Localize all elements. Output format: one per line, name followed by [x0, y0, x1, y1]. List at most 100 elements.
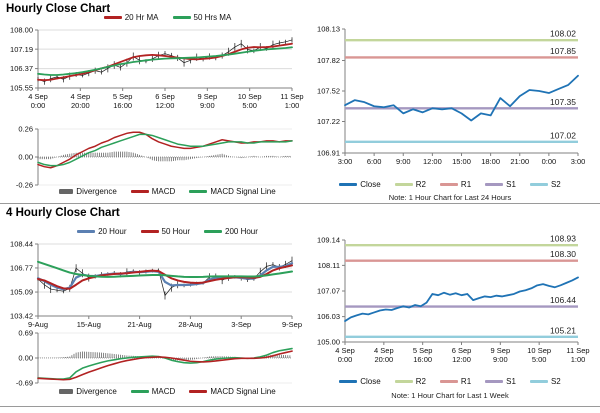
- svg-text:109.14: 109.14: [317, 236, 340, 245]
- week-pivot-note: Note: 1 Hour Chart for Last 1 Week: [391, 391, 509, 400]
- svg-text:6:00: 6:00: [367, 157, 382, 166]
- week-pivot-legend: Close R2 R1 S1 S2: [310, 377, 590, 386]
- svg-text:106.37: 106.37: [10, 64, 33, 73]
- svg-text:107.85: 107.85: [550, 46, 576, 56]
- four-hourly-close-chart: 103.42 105.09 106.77 108.44 9-Aug 15-Aug 21-Au…: [10, 240, 302, 329]
- line-swatch-icon: [439, 183, 458, 186]
- legend-item-close: Close: [339, 377, 381, 386]
- line-swatch-icon: [394, 183, 413, 186]
- legend-label: Divergence: [76, 187, 117, 196]
- svg-text:108.11: 108.11: [318, 261, 340, 270]
- svg-text:4 Sep: 4 Sep: [335, 346, 355, 355]
- line-swatch-icon: [103, 16, 122, 19]
- line-swatch-icon: [130, 390, 149, 393]
- svg-text:21:00: 21:00: [510, 157, 529, 166]
- svg-text:5:00: 5:00: [242, 101, 257, 110]
- svg-text:1:00: 1:00: [285, 101, 300, 110]
- svg-text:105.09: 105.09: [10, 288, 33, 297]
- hourly-macd-legend: Divergence MACD MACD Signal Line: [40, 187, 295, 196]
- svg-text:0:00: 0:00: [31, 101, 46, 110]
- line-swatch-icon: [204, 230, 222, 233]
- line-swatch-icon: [189, 390, 208, 393]
- legend-label: MACD: [151, 187, 176, 196]
- legend-item-50-hrs-ma: 50 Hrs MA: [172, 13, 231, 22]
- legend-item-divergence: Divergence: [59, 387, 117, 396]
- legend-item-close: Close: [339, 180, 381, 189]
- legend-item-macd-signal-line: MACD Signal Line: [189, 187, 276, 196]
- line-swatch-icon: [189, 190, 208, 193]
- legend-label: R1: [460, 180, 472, 189]
- hourly-close-legend: 20 Hr MA 50 Hrs MA: [40, 13, 295, 22]
- svg-text:0:00: 0:00: [542, 157, 557, 166]
- svg-text:12:00: 12:00: [423, 157, 442, 166]
- svg-text:3:00: 3:00: [571, 157, 586, 166]
- day-pivot-legend: Close R2 R1 S1 S2: [310, 180, 590, 189]
- legend-label: S1: [506, 377, 516, 386]
- svg-text:105.55: 105.55: [10, 84, 33, 93]
- day-pivot-note: Note: 1 Hour Chart for Last 24 Hours: [388, 193, 512, 202]
- svg-text:3:00: 3:00: [338, 157, 353, 166]
- four-hourly-macd-legend: Divergence MACD MACD Signal Line: [40, 387, 295, 396]
- svg-text:5 Sep: 5 Sep: [113, 92, 133, 101]
- svg-text:107.19: 107.19: [10, 45, 33, 54]
- svg-text:107.07: 107.07: [317, 287, 340, 296]
- line-swatch-icon: [394, 380, 413, 383]
- svg-text:-0.69: -0.69: [16, 379, 33, 388]
- legend-item-50-hour: 50 Hour: [140, 227, 190, 236]
- legend-label: R1: [460, 377, 472, 386]
- line-swatch-icon: [485, 183, 504, 186]
- line-swatch-icon: [485, 380, 504, 383]
- line-swatch-icon: [439, 380, 458, 383]
- svg-text:108.13: 108.13: [317, 25, 340, 34]
- svg-text:108.02: 108.02: [550, 29, 576, 39]
- legend-item-s2: S2: [529, 180, 561, 189]
- legend-item-20-hour: 20 Hour: [77, 227, 127, 236]
- svg-text:107.02: 107.02: [550, 130, 576, 140]
- svg-text:18:00: 18:00: [481, 157, 500, 166]
- svg-text:5:00: 5:00: [532, 355, 547, 364]
- svg-text:1:00: 1:00: [571, 355, 586, 364]
- legend-label: Divergence: [76, 387, 117, 396]
- svg-text:9:00: 9:00: [200, 101, 215, 110]
- legend-item-s2: S2: [529, 377, 561, 386]
- svg-text:0.26: 0.26: [18, 125, 33, 134]
- legend-item-20-hr-ma: 20 Hr MA: [103, 13, 159, 22]
- svg-text:6 Sep: 6 Sep: [155, 92, 175, 101]
- svg-text:16:00: 16:00: [413, 355, 432, 364]
- four-hourly-chart-title: 4 Hourly Close Chart: [6, 207, 120, 219]
- svg-text:28-Aug: 28-Aug: [178, 320, 202, 329]
- svg-text:4 Sep: 4 Sep: [71, 92, 91, 101]
- bar-swatch-icon: [59, 189, 74, 194]
- svg-text:9-Aug: 9-Aug: [28, 320, 48, 329]
- svg-text:0.69: 0.69: [18, 329, 33, 338]
- four-hourly-close-legend: 20 Hour 50 Hour 200 Hour: [40, 227, 295, 236]
- day-pivot-chart: 106.91 107.22 107.52 107.82 108.13 3:00 6:00 9:…: [317, 25, 586, 166]
- line-swatch-icon: [339, 183, 358, 186]
- legend-label: MACD Signal Line: [210, 387, 276, 396]
- svg-text:108.44: 108.44: [10, 240, 33, 249]
- svg-text:103.42: 103.42: [10, 312, 33, 321]
- svg-text:12:00: 12:00: [156, 101, 175, 110]
- svg-text:12:00: 12:00: [452, 355, 471, 364]
- legend-label: 20 Hr MA: [124, 13, 159, 22]
- legend-item-s1: S1: [485, 377, 516, 386]
- svg-text:106.44: 106.44: [550, 295, 576, 305]
- svg-text:9:00: 9:00: [396, 157, 411, 166]
- svg-text:15:00: 15:00: [452, 157, 471, 166]
- svg-text:108.00: 108.00: [10, 26, 33, 35]
- svg-text:10 Sep: 10 Sep: [527, 346, 551, 355]
- legend-label: Close: [360, 377, 381, 386]
- legend-item-macd: MACD: [130, 387, 175, 396]
- legend-label: S2: [550, 377, 561, 386]
- legend-label: Close: [360, 180, 381, 189]
- svg-text:3-Sep: 3-Sep: [231, 320, 251, 329]
- svg-text:15-Aug: 15-Aug: [77, 320, 101, 329]
- legend-label: S1: [506, 180, 516, 189]
- svg-text:105.00: 105.00: [317, 338, 340, 347]
- svg-text:108.30: 108.30: [550, 249, 576, 259]
- svg-text:9 Sep: 9 Sep: [198, 92, 218, 101]
- legend-label: R2: [415, 180, 426, 189]
- svg-text:106.91: 106.91: [317, 149, 340, 158]
- hourly-chart-title: Hourly Close Chart: [6, 3, 111, 15]
